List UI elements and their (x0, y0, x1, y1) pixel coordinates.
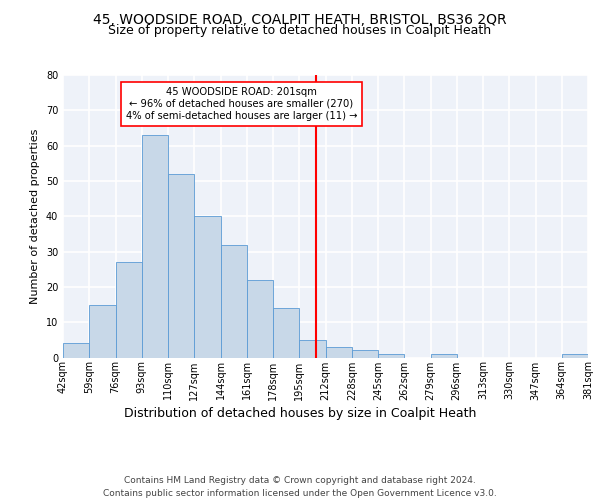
Bar (431, 354, 457, 358)
Bar (247, 280, 273, 357)
Text: 45 WOODSIDE ROAD: 201sqm
← 96% of detached houses are smaller (270)
4% of semi-d: 45 WOODSIDE ROAD: 201sqm ← 96% of detach… (126, 88, 357, 120)
Bar (562, 354, 588, 358)
Text: 45, WOODSIDE ROAD, COALPIT HEATH, BRISTOL, BS36 2QR: 45, WOODSIDE ROAD, COALPIT HEATH, BRISTO… (93, 12, 507, 26)
Text: Distribution of detached houses by size in Coalpit Heath: Distribution of detached houses by size … (124, 408, 476, 420)
Bar (194, 216, 221, 358)
Bar (168, 174, 194, 358)
Text: Contains HM Land Registry data © Crown copyright and database right 2024.
Contai: Contains HM Land Registry data © Crown c… (103, 476, 497, 498)
Text: Size of property relative to detached houses in Coalpit Heath: Size of property relative to detached ho… (109, 24, 491, 37)
Bar (325, 347, 352, 358)
Bar (378, 354, 404, 358)
Bar (299, 340, 325, 357)
Bar (352, 350, 378, 358)
Bar (273, 308, 299, 358)
Bar (221, 244, 247, 358)
Bar (89, 304, 115, 358)
Bar (63, 344, 89, 357)
Bar (142, 135, 168, 358)
Y-axis label: Number of detached properties: Number of detached properties (30, 128, 40, 304)
Bar (115, 262, 142, 358)
